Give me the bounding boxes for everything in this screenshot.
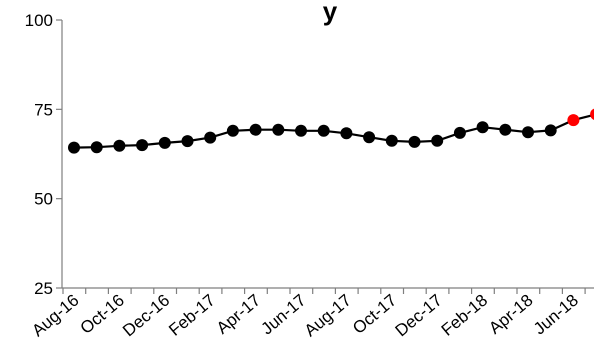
x-tick-label: Dec-17 [392, 291, 446, 341]
x-tick-label: Aug-17 [301, 291, 355, 341]
highlighted-data-point [590, 108, 594, 120]
data-point [408, 135, 421, 148]
x-tick-label: Dec-16 [119, 291, 173, 341]
data-point [158, 136, 171, 149]
x-tick-label: Oct-16 [77, 291, 128, 338]
data-point [295, 124, 307, 137]
data-point [499, 123, 512, 136]
x-tick-label: Jun-17 [258, 291, 310, 339]
data-point [544, 124, 557, 137]
series-points [68, 108, 594, 154]
y-axis-ticks: 25 50 75 100 [25, 11, 62, 298]
x-axis-ticks: Aug-16Oct-16Dec-16Feb-17Apr-17Jun-17Aug-… [28, 288, 586, 341]
chart-title: y [323, 0, 338, 26]
data-point [385, 134, 398, 147]
highlighted-data-point [567, 114, 580, 127]
x-tick-label: Feb-17 [165, 291, 218, 340]
data-point [249, 123, 262, 136]
data-point [317, 124, 330, 137]
axes [61, 20, 594, 289]
series-line [73, 113, 594, 149]
x-tick-label: Apr-18 [485, 291, 536, 338]
data-point [363, 131, 376, 144]
y-tick-label: 100 [25, 11, 53, 30]
y-tick-label: 75 [34, 100, 53, 119]
data-point [68, 141, 80, 154]
data-point [431, 134, 444, 147]
data-point [226, 124, 239, 137]
data-point [522, 126, 534, 139]
data-point [90, 141, 103, 154]
data-point [136, 139, 149, 152]
data-point [204, 131, 217, 144]
data-point [453, 126, 466, 139]
x-tick-label: Jun-18 [530, 291, 582, 339]
x-tick-label: Oct-17 [349, 291, 400, 338]
data-point [476, 121, 489, 134]
x-tick-label: Feb-18 [438, 291, 491, 340]
x-tick-label: Apr-17 [213, 291, 264, 338]
y-tick-label: 50 [34, 190, 53, 209]
data-point [181, 135, 194, 148]
data-point [340, 127, 353, 140]
data-point [272, 123, 285, 136]
y-tick-label: 25 [34, 279, 53, 298]
data-point [113, 139, 126, 152]
